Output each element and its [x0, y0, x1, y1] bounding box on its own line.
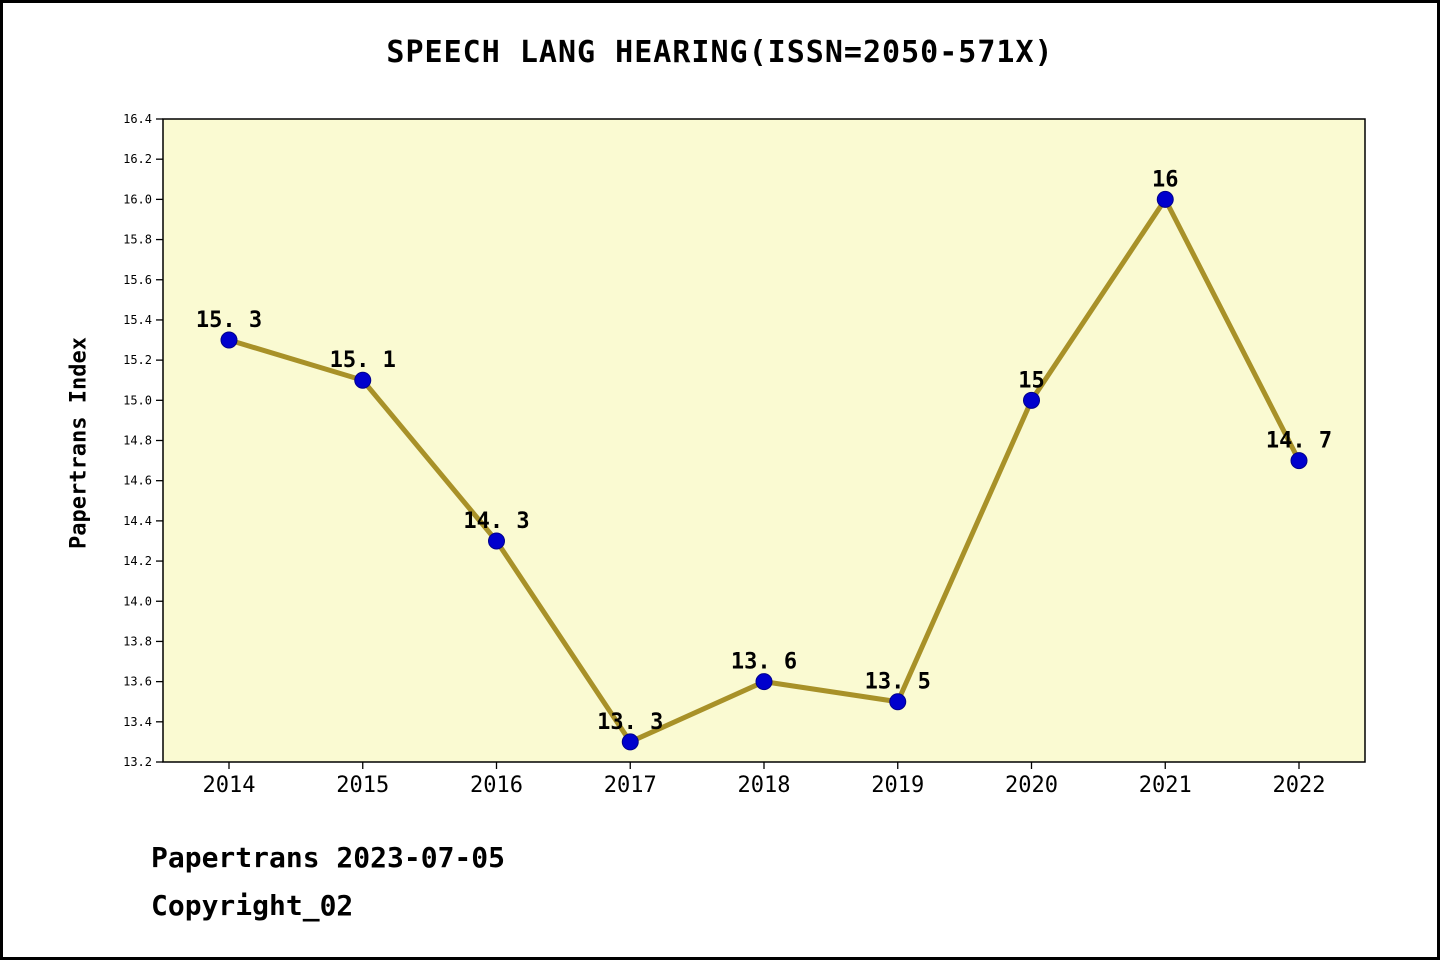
point-label: 16	[1152, 167, 1179, 192]
point-label: 15	[1018, 368, 1045, 393]
y-tick-label: 15.6	[123, 273, 152, 287]
y-tick-label: 16.4	[123, 112, 152, 126]
data-point	[1156, 190, 1174, 208]
y-tick-label: 14.6	[123, 474, 152, 488]
point-label: 14. 3	[463, 509, 529, 534]
y-tick-label: 15.2	[123, 353, 152, 367]
y-tick-label: 16.2	[123, 152, 152, 166]
data-point	[1023, 391, 1040, 409]
y-tick-label: 15.0	[123, 393, 152, 407]
footer-copyright: Copyright_02	[151, 889, 354, 922]
y-tick-label: 13.8	[123, 634, 152, 648]
y-tick-label: 14.8	[123, 434, 152, 448]
y-tick-label: 14.4	[123, 514, 152, 528]
x-tick-label: 2020	[1005, 773, 1058, 798]
y-tick-label: 13.6	[123, 675, 152, 689]
y-tick-label: 13.2	[123, 755, 152, 769]
x-tick-label: 2014	[203, 773, 256, 798]
point-label: 13. 6	[731, 650, 797, 675]
x-tick-label: 2021	[1139, 773, 1192, 798]
chart-title: SPEECH LANG HEARING(ISSN=2050-571X)	[386, 35, 1054, 70]
chart-canvas: 13.2 13.4 13.6 13.8 14.0 14.2 14.4 14.6 14.8 15.0…	[123, 112, 1366, 798]
data-point	[889, 693, 907, 711]
x-tick-label: 2019	[871, 773, 924, 798]
y-tick-label: 14.2	[123, 554, 152, 568]
x-tick-label: 2016	[470, 773, 523, 798]
data-point	[220, 331, 238, 349]
point-label: 15. 1	[330, 348, 396, 373]
data-point	[755, 673, 773, 691]
data-point	[621, 733, 639, 751]
y-tick-label: 15.4	[123, 313, 152, 327]
data-point	[1290, 452, 1308, 470]
x-tick-label: 2018	[738, 773, 791, 798]
x-tick-label: 2015	[336, 773, 389, 798]
x-tick-label: 2022	[1273, 773, 1326, 798]
data-point	[488, 532, 505, 550]
point-label: 13. 3	[597, 710, 663, 735]
y-tick-label: 16.0	[123, 192, 152, 206]
point-label: 13. 5	[865, 670, 931, 695]
y-tick-label: 15.8	[123, 233, 152, 247]
footer-date: Papertrans 2023-07-05	[151, 841, 506, 874]
plot-area	[162, 118, 1366, 763]
y-tick-label: 14.0	[123, 594, 152, 608]
point-label: 14. 7	[1266, 429, 1332, 454]
y-tick-label: 13.4	[123, 715, 152, 729]
point-label: 15. 3	[196, 308, 262, 333]
x-tick-label: 2017	[604, 773, 657, 798]
data-point	[354, 371, 372, 389]
